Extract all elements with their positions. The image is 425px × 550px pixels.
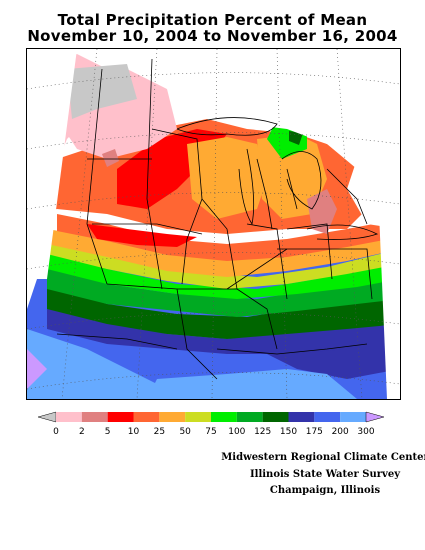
legend-swatch [185, 412, 211, 422]
band-10-illinois [87, 224, 197, 247]
legend-swatch [288, 412, 315, 422]
legend-swatch [107, 412, 134, 422]
legend-swatch [159, 412, 186, 422]
credit-survey: Illinois State Water Survey [249, 469, 401, 480]
state-borders [56, 58, 373, 380]
band-75 [47, 249, 400, 299]
legend-tick-label: 100 [228, 427, 245, 437]
credit-location: Champaign, Illinois [269, 485, 381, 496]
legend-tick-label: 2 [79, 427, 85, 437]
band-300 [27, 349, 47, 389]
map-title-line1: Total Precipitation Percent of Mean [57, 11, 368, 29]
band-50-wisconsin [187, 137, 267, 219]
legend-tick-label: 75 [205, 427, 216, 437]
legend-tick-label: 150 [280, 427, 297, 437]
band-200-west [27, 329, 187, 399]
band-200-south [147, 369, 357, 399]
legend-tick-label: 0 [53, 427, 59, 437]
legend-swatch [56, 412, 82, 422]
map-title-line2: November 10, 2004 to November 16, 2004 [27, 27, 398, 45]
legend-tick-label: 300 [357, 427, 374, 437]
legend-swatch-below [37, 411, 57, 423]
legend-tick-label: 5 [105, 427, 111, 437]
band-5-ontario [307, 189, 337, 234]
band-150 [47, 304, 400, 354]
legend-tick-label: 125 [254, 427, 271, 437]
band-50-green [47, 239, 400, 289]
precipitation-map [26, 48, 401, 400]
color-legend: 0 2 5 10 25 50 75 100 125 150 175 200 300 [37, 411, 385, 437]
band-0 [67, 64, 137, 119]
band-100 [47, 264, 400, 317]
legend-swatch [314, 412, 341, 422]
legend-tick-label: 200 [332, 427, 349, 437]
outside-east [372, 49, 400, 399]
band-50 [47, 229, 400, 277]
band-5-dakota [102, 149, 119, 167]
legend-tick-label: 10 [128, 427, 140, 437]
legend-swatch [133, 412, 160, 422]
legend-tick-label: 25 [154, 427, 165, 437]
legend-swatch [236, 412, 263, 422]
credit-center: Midwestern Regional Climate Center [221, 452, 425, 463]
legend-swatch [262, 412, 289, 422]
map-canvas [27, 49, 400, 399]
outside-west [27, 49, 77, 279]
band-125-up [289, 131, 303, 145]
legend-tick-label: 50 [179, 427, 191, 437]
legend-tick-label: 175 [306, 427, 323, 437]
graticule-lines [27, 49, 400, 399]
legend-swatch [211, 412, 237, 422]
legend-swatch-above [365, 411, 385, 423]
band-125 [47, 284, 400, 339]
legend-swatch [340, 412, 366, 422]
great-lakes [176, 117, 379, 240]
no-data-north [137, 49, 400, 169]
legend-swatch [81, 412, 108, 422]
